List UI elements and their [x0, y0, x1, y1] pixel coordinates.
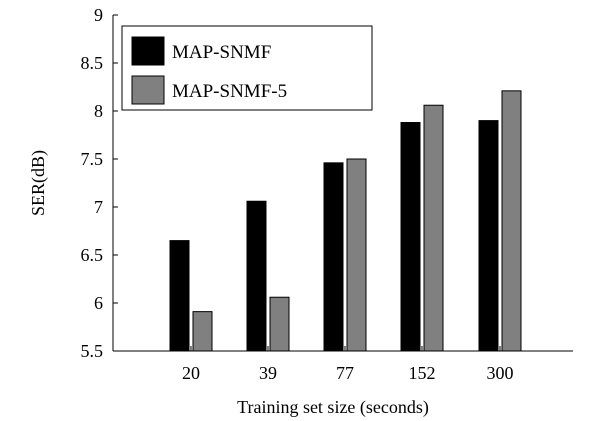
bar-map-snmf-5-39 — [269, 296, 290, 352]
y-tick-label: 7.5 — [81, 149, 104, 169]
y-tick-label: 6 — [94, 293, 103, 313]
x-tick-label: 300 — [487, 363, 514, 383]
x-tick-label: 39 — [259, 363, 277, 383]
bar-map-snmf-77 — [323, 162, 344, 352]
x-axis-ticks: 20 39 77 152 300 — [182, 346, 514, 383]
y-tick-label: 5.5 — [81, 341, 104, 361]
legend-swatch — [131, 36, 165, 66]
bar-map-snmf-5-300 — [501, 90, 522, 352]
legend-swatch — [131, 75, 165, 105]
bar-map-snmf-5-77 — [346, 158, 367, 352]
bars — [169, 90, 522, 352]
x-tick-label: 152 — [409, 363, 436, 383]
bar-map-snmf-39 — [246, 200, 267, 352]
y-tick-label: 7 — [94, 197, 103, 217]
bar-map-snmf-152 — [400, 122, 421, 352]
x-tick-label: 20 — [182, 363, 200, 383]
legend-label: MAP-SNMF-5 — [172, 81, 287, 102]
legend-label: MAP-SNMF — [172, 42, 271, 63]
x-axis-label: Training set size (seconds) — [237, 397, 429, 418]
y-axis-ticks: 5.5 6 6.5 7 7.5 8 8.5 9 — [81, 5, 118, 361]
bar-map-snmf-20 — [169, 240, 190, 352]
bar-map-snmf-5-152 — [423, 104, 444, 352]
y-tick-label: 9 — [94, 5, 103, 25]
y-tick-label: 8.5 — [81, 53, 104, 73]
x-tick-label: 77 — [336, 363, 354, 383]
y-tick-label: 6.5 — [81, 245, 104, 265]
y-axis-label: SER(dB) — [28, 150, 49, 216]
bar-map-snmf-300 — [478, 120, 499, 352]
legend: MAP-SNMF MAP-SNMF-5 — [121, 25, 373, 111]
y-tick-label: 8 — [94, 101, 103, 121]
bar-map-snmf-5-20 — [192, 311, 213, 352]
